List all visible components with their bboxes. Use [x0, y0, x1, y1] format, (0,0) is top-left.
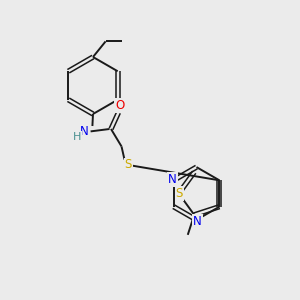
Text: H: H: [73, 132, 82, 142]
Text: O: O: [115, 99, 124, 112]
Text: S: S: [125, 158, 132, 172]
Text: N: N: [168, 172, 177, 186]
Text: N: N: [80, 125, 89, 138]
Text: S: S: [176, 187, 183, 200]
Text: N: N: [193, 214, 202, 228]
